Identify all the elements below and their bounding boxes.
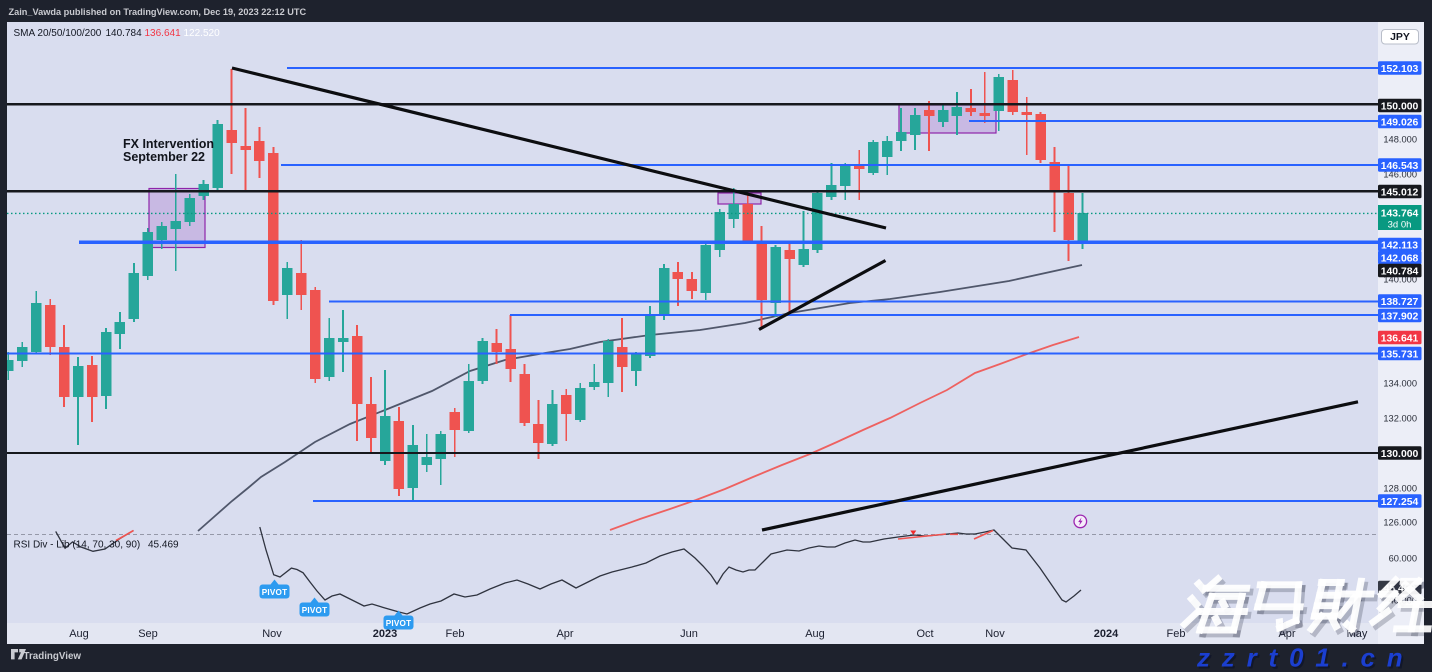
svg-text:zzrt01.cn: zzrt01.cn	[1196, 643, 1414, 672]
svg-text:Feb: Feb	[1167, 628, 1186, 640]
svg-text:Aug: Aug	[805, 628, 825, 640]
svg-text:146.543: 146.543	[1381, 161, 1419, 172]
svg-text:148.000: 148.000	[1383, 135, 1417, 145]
svg-text:zzrt01.cn: zzrt01.cn	[1198, 645, 1416, 672]
svg-text:152.103: 152.103	[1381, 64, 1419, 75]
svg-text:128.000: 128.000	[1383, 484, 1417, 494]
svg-text:SMA 20/50/100/200: SMA 20/50/100/200	[14, 28, 102, 39]
svg-text:JPY: JPY	[1390, 31, 1410, 43]
svg-text:138.727: 138.727	[1381, 297, 1419, 308]
svg-text:135.731: 135.731	[1381, 349, 1419, 360]
svg-text:45.469: 45.469	[1384, 583, 1416, 594]
svg-text:PIVOT: PIVOT	[302, 606, 328, 615]
svg-text:150.000: 150.000	[1381, 101, 1419, 112]
svg-text:Jun: Jun	[680, 628, 698, 640]
svg-text:145.012: 145.012	[1381, 187, 1419, 198]
svg-text:127.254: 127.254	[1381, 497, 1419, 508]
svg-text:142.068: 142.068	[1381, 253, 1419, 264]
svg-text:60.000: 60.000	[1389, 554, 1417, 564]
svg-text:PIVOT: PIVOT	[386, 619, 412, 628]
svg-text:Feb: Feb	[446, 628, 465, 640]
svg-text:3d 0h: 3d 0h	[1388, 220, 1412, 231]
svg-text:136.641: 136.641	[145, 28, 182, 39]
svg-text:Oct: Oct	[916, 628, 933, 640]
svg-text:136.641: 136.641	[1381, 333, 1419, 344]
svg-text:143.764: 143.764	[1381, 209, 1419, 220]
svg-text:140.784: 140.784	[106, 28, 143, 39]
svg-text:Nov: Nov	[985, 628, 1005, 640]
svg-text:PIVOT: PIVOT	[262, 588, 288, 597]
svg-text:142.113: 142.113	[1381, 240, 1418, 251]
svg-text:Nov: Nov	[262, 628, 282, 640]
svg-text:FX Intervention: FX Intervention	[123, 137, 214, 151]
svg-text:Sep: Sep	[138, 628, 158, 640]
svg-text:Apr: Apr	[1278, 628, 1295, 640]
svg-text:Aug: Aug	[69, 628, 89, 640]
svg-text:149.026: 149.026	[1381, 117, 1419, 128]
svg-text:146.000: 146.000	[1383, 170, 1417, 180]
svg-text:140.784: 140.784	[1381, 266, 1419, 277]
svg-text:TradingView: TradingView	[24, 651, 82, 662]
svg-text:2024: 2024	[1094, 628, 1119, 640]
svg-text:2023: 2023	[373, 628, 397, 640]
svg-text:40.000: 40.000	[1389, 596, 1417, 606]
svg-text:122.520: 122.520	[184, 28, 221, 39]
svg-text:Apr: Apr	[556, 628, 573, 640]
svg-text:45.469: 45.469	[148, 540, 179, 551]
svg-text:130.000: 130.000	[1381, 449, 1419, 460]
svg-text:140.000: 140.000	[1383, 275, 1417, 285]
svg-text:RSI Div - Lib (14, 70, 30, 90): RSI Div - Lib (14, 70, 30, 90)	[14, 540, 141, 551]
svg-text:134.000: 134.000	[1383, 379, 1417, 389]
svg-text:137.902: 137.902	[1381, 311, 1419, 322]
svg-text:132.000: 132.000	[1383, 414, 1417, 424]
svg-text:September 22: September 22	[123, 150, 205, 164]
svg-text:Zain_Vawda published on Tradin: Zain_Vawda published on TradingView.com,…	[9, 7, 307, 17]
svg-text:126.000: 126.000	[1383, 518, 1417, 528]
